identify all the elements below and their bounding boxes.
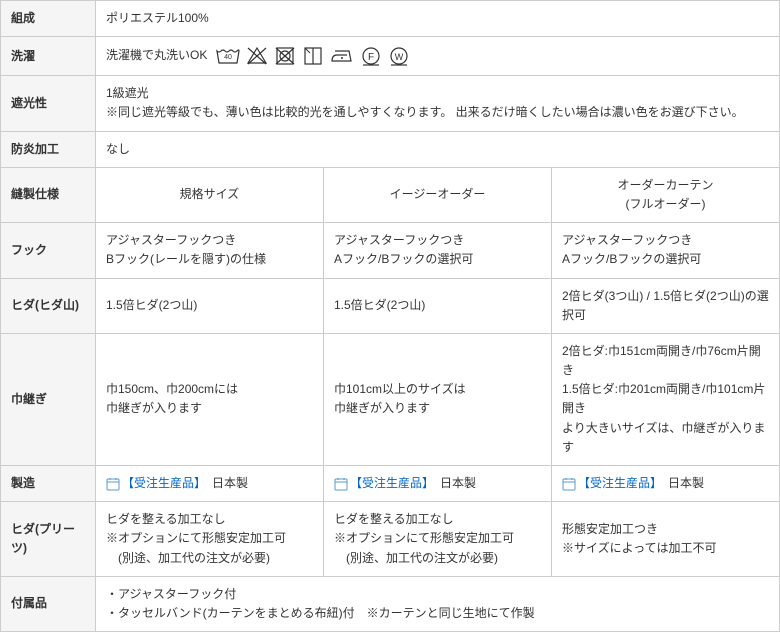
dry-shade-icon bbox=[301, 45, 325, 67]
mfg-jp-1: 日本製 bbox=[212, 476, 248, 490]
iron-low-icon bbox=[329, 45, 355, 67]
join-c3: 2倍ヒダ:巾151cm両開き/巾76cm片開き1.5倍ヒダ:巾201cm両開き/… bbox=[552, 333, 780, 465]
hida-c2: 1.5倍ヒダ(2つ山) bbox=[324, 278, 552, 333]
row-label-hida: ヒダ(ヒダ山) bbox=[1, 278, 96, 333]
pleat-c3: 形態安定加工つき※サイズによっては加工不可 bbox=[552, 502, 780, 577]
row-label-pleat: ヒダ(プリーツ) bbox=[1, 502, 96, 577]
hook-c2: アジャスターフックつきAフック/Bフックの選択可 bbox=[324, 223, 552, 278]
pleat-c1: ヒダを整える加工なし※オプションにて形態安定加工可 (別途、加工代の注文が必要) bbox=[96, 502, 324, 577]
wash-icons-group: 40 F W bbox=[215, 45, 411, 67]
sewing-col3: オーダーカーテン(フルオーダー) bbox=[552, 167, 780, 222]
row-label-washing: 洗濯 bbox=[1, 37, 96, 76]
hook-c3: アジャスターフックつきAフック/Bフックの選択可 bbox=[552, 223, 780, 278]
dryclean-f-icon: F bbox=[359, 45, 383, 67]
flameproof-value: なし bbox=[96, 131, 780, 167]
wash-40-icon: 40 bbox=[215, 45, 241, 67]
shading-line2: ※同じ遮光等級でも、薄い色は比較的光を通しやすくなります。 出来るだけ暗くしたい… bbox=[106, 105, 744, 119]
shading-line1: 1級遮光 bbox=[106, 86, 149, 100]
spec-table: 組成 ポリエステル100% 洗濯 洗濯機で丸洗いOK 40 F W 遮光性 1級… bbox=[0, 0, 780, 632]
no-bleach-icon bbox=[245, 45, 269, 67]
hook-c1: アジャスターフックつきBフック(レールを隠す)の仕様 bbox=[96, 223, 324, 278]
row-label-shading: 遮光性 bbox=[1, 76, 96, 131]
svg-text:40: 40 bbox=[224, 54, 232, 61]
sewing-col1: 規格サイズ bbox=[96, 167, 324, 222]
join-c2: 巾101cm以上のサイズは巾継ぎが入ります bbox=[324, 333, 552, 465]
row-label-accessories: 付属品 bbox=[1, 576, 96, 631]
hida-c1: 1.5倍ヒダ(2つ山) bbox=[96, 278, 324, 333]
join-c1: 巾150cm、巾200cmには巾継ぎが入ります bbox=[96, 333, 324, 465]
no-tumble-icon bbox=[273, 45, 297, 67]
composition-value: ポリエステル100% bbox=[96, 1, 780, 37]
row-label-sewing: 縫製仕様 bbox=[1, 167, 96, 222]
mfg-jp-3: 日本製 bbox=[668, 476, 704, 490]
mfg-link-2[interactable]: 【受注生産品】 bbox=[350, 476, 428, 490]
row-label-mfg: 製造 bbox=[1, 466, 96, 502]
washing-text: 洗濯機で丸洗いOK bbox=[106, 48, 207, 62]
row-label-flameproof: 防炎加工 bbox=[1, 131, 96, 167]
row-label-composition: 組成 bbox=[1, 1, 96, 37]
pleat-c2: ヒダを整える加工なし※オプションにて形態安定加工可 (別途、加工代の注文が必要) bbox=[324, 502, 552, 577]
calendar-icon bbox=[334, 477, 348, 491]
calendar-icon bbox=[106, 477, 120, 491]
sewing-col2: イージーオーダー bbox=[324, 167, 552, 222]
hida-c3: 2倍ヒダ(3つ山) / 1.5倍ヒダ(2つ山)の選択可 bbox=[552, 278, 780, 333]
wetclean-w-icon: W bbox=[387, 45, 411, 67]
row-label-hook: フック bbox=[1, 223, 96, 278]
mfg-jp-2: 日本製 bbox=[440, 476, 476, 490]
row-label-join: 巾継ぎ bbox=[1, 333, 96, 465]
washing-cell: 洗濯機で丸洗いOK 40 F W bbox=[96, 37, 780, 76]
svg-text:W: W bbox=[394, 52, 403, 62]
mfg-c2: 【受注生産品】 日本製 bbox=[324, 466, 552, 502]
svg-text:F: F bbox=[368, 52, 374, 63]
shading-cell: 1級遮光 ※同じ遮光等級でも、薄い色は比較的光を通しやすくなります。 出来るだけ暗… bbox=[96, 76, 780, 131]
calendar-icon bbox=[562, 477, 576, 491]
mfg-link-1[interactable]: 【受注生産品】 bbox=[122, 476, 200, 490]
mfg-c3: 【受注生産品】 日本製 bbox=[552, 466, 780, 502]
mfg-c1: 【受注生産品】 日本製 bbox=[96, 466, 324, 502]
accessories-value: ・アジャスターフック付・タッセルバンド(カーテンをまとめる布紐)付 ※カーテンと… bbox=[96, 576, 780, 631]
mfg-link-3[interactable]: 【受注生産品】 bbox=[578, 476, 656, 490]
